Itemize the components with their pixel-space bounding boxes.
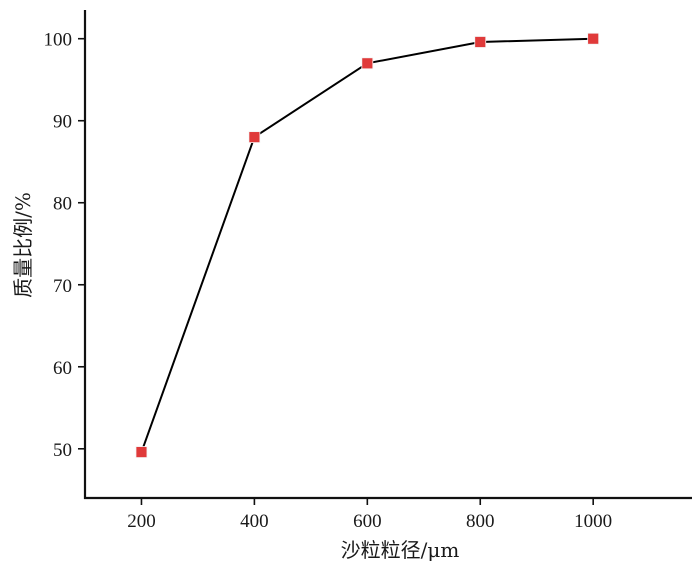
x-tick-label: 600 — [353, 511, 382, 532]
data-point — [248, 131, 261, 144]
x-tick-label: 800 — [466, 511, 495, 532]
x-tick-label: 400 — [240, 511, 269, 532]
x-axis-title: 沙粒粒径/μm — [341, 538, 460, 562]
data-point — [474, 36, 487, 48]
y-axis-title: 质量比例/% — [11, 192, 35, 298]
y-tick-label: 70 — [53, 276, 72, 297]
data-point — [587, 32, 600, 45]
y-tick-label: 80 — [53, 194, 72, 215]
y-ticks: 50 60 70 80 90 100 — [44, 30, 85, 461]
x-tick-label: 200 — [127, 511, 156, 532]
series-group — [135, 32, 600, 458]
series-line — [140, 37, 594, 453]
x-ticks: 200 400 600 800 1000 — [127, 498, 612, 532]
data-point — [135, 446, 148, 458]
y-tick-label: 90 — [53, 112, 72, 133]
y-tick-label: 60 — [53, 358, 72, 379]
y-tick-label: 100 — [44, 30, 73, 51]
axes — [83, 10, 692, 500]
y-tick-label: 50 — [53, 440, 72, 461]
data-point — [361, 57, 374, 70]
x-tick-label: 1000 — [574, 511, 612, 532]
